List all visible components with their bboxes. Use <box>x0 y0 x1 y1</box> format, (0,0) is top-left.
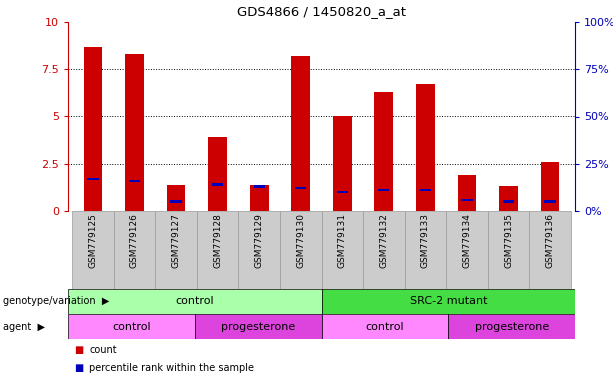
Text: progesterone: progesterone <box>474 321 549 331</box>
Bar <box>167 185 185 211</box>
Bar <box>72 211 114 289</box>
Bar <box>529 211 571 289</box>
Bar <box>129 180 140 182</box>
Bar <box>280 211 321 289</box>
Bar <box>155 211 197 289</box>
Bar <box>499 186 518 211</box>
Text: control: control <box>175 296 214 306</box>
Text: SRC-2 mutant: SRC-2 mutant <box>409 296 487 306</box>
Text: genotype/variation  ▶: genotype/variation ▶ <box>3 296 110 306</box>
Bar <box>541 162 560 211</box>
Text: GSM779128: GSM779128 <box>213 214 222 268</box>
Bar <box>87 178 99 180</box>
Bar <box>333 116 352 211</box>
Bar <box>337 191 348 193</box>
Bar <box>195 314 321 339</box>
Bar <box>291 56 310 211</box>
Text: progesterone: progesterone <box>221 321 295 331</box>
Text: GSM779131: GSM779131 <box>338 214 347 268</box>
Text: GSM779135: GSM779135 <box>504 214 513 268</box>
Text: GSM779136: GSM779136 <box>546 214 555 268</box>
Bar <box>254 185 265 187</box>
Title: GDS4866 / 1450820_a_at: GDS4866 / 1450820_a_at <box>237 5 406 18</box>
Text: GSM779126: GSM779126 <box>130 214 139 268</box>
Bar <box>378 189 389 191</box>
Bar <box>321 211 363 289</box>
Bar <box>462 199 473 201</box>
Bar <box>212 184 223 186</box>
Bar <box>295 187 306 189</box>
Bar <box>363 211 405 289</box>
Text: agent  ▶: agent ▶ <box>3 321 45 331</box>
Text: GSM779127: GSM779127 <box>172 214 181 268</box>
Bar <box>544 200 555 203</box>
Bar <box>448 314 575 339</box>
Bar <box>503 200 514 203</box>
Bar <box>416 84 435 211</box>
Bar <box>83 46 102 211</box>
Bar <box>457 175 476 211</box>
Bar <box>488 211 529 289</box>
Bar <box>405 211 446 289</box>
Bar <box>420 189 431 191</box>
Bar <box>197 211 238 289</box>
Text: GSM779125: GSM779125 <box>88 214 97 268</box>
Text: control: control <box>365 321 404 331</box>
Bar <box>68 289 321 314</box>
Bar <box>321 314 448 339</box>
Text: count: count <box>89 345 117 355</box>
Bar <box>125 54 144 211</box>
Bar <box>114 211 155 289</box>
Text: GSM779133: GSM779133 <box>421 214 430 268</box>
Text: ■: ■ <box>74 345 83 355</box>
Bar <box>321 289 575 314</box>
Text: GSM779129: GSM779129 <box>254 214 264 268</box>
Bar <box>250 185 268 211</box>
Text: control: control <box>112 321 151 331</box>
Bar <box>68 314 195 339</box>
Text: ■: ■ <box>74 363 83 373</box>
Bar <box>446 211 488 289</box>
Bar <box>238 211 280 289</box>
Text: GSM779134: GSM779134 <box>462 214 471 268</box>
Text: GSM779130: GSM779130 <box>296 214 305 268</box>
Bar <box>375 92 393 211</box>
Bar <box>170 200 181 203</box>
Text: percentile rank within the sample: percentile rank within the sample <box>89 363 254 373</box>
Bar <box>208 137 227 211</box>
Text: GSM779132: GSM779132 <box>379 214 389 268</box>
